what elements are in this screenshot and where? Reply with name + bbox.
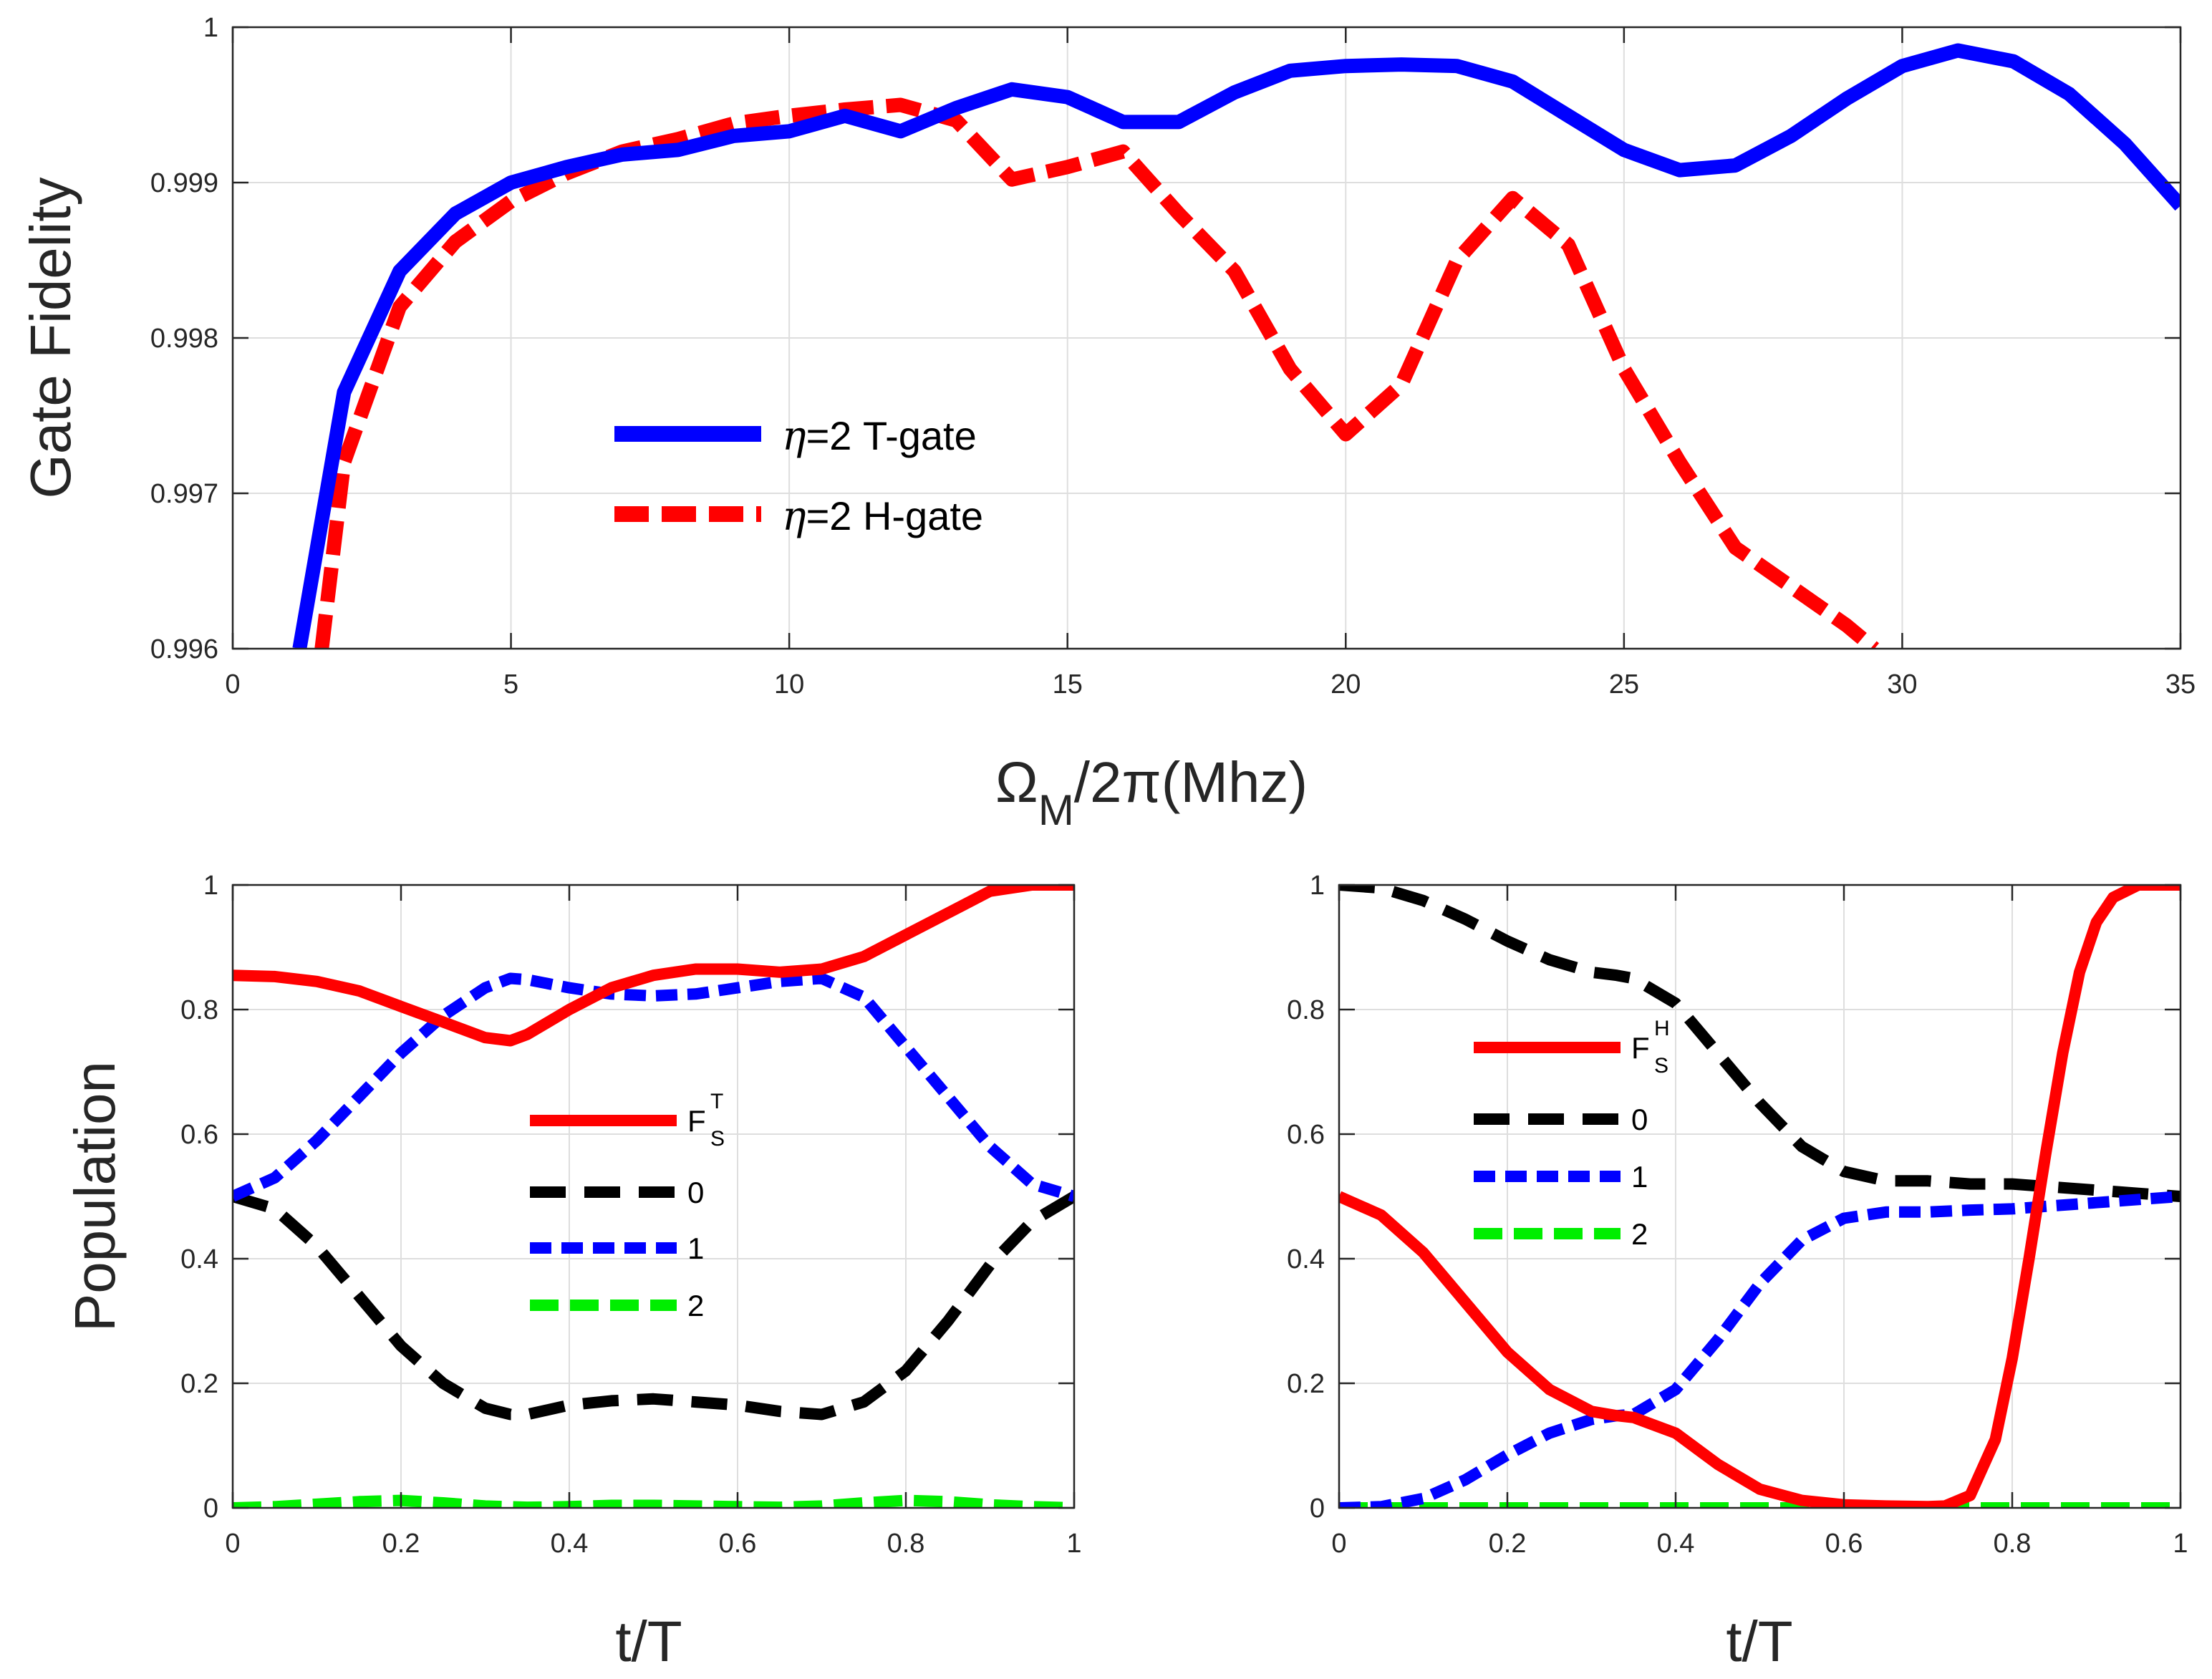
bl-legend-fs-sup: T bbox=[710, 1090, 723, 1113]
bottom-left-panel: 0 0.2 0.4 0.6 0.8 100.20.40.60.81 Population … bbox=[63, 871, 1082, 1673]
top-ytick-label: 0.997 bbox=[150, 479, 218, 509]
top-ytick-label: 0.998 bbox=[150, 324, 218, 354]
bl-xtick-label: 1 bbox=[1066, 1529, 1081, 1559]
bl-ytick-label: 0 bbox=[203, 1494, 218, 1524]
top-series-line--2-t-gate bbox=[292, 43, 2180, 649]
br-ytick-label: 1 bbox=[1310, 871, 1325, 901]
bl-xlabel: t/T bbox=[615, 1610, 682, 1673]
bl-series bbox=[233, 885, 1074, 1508]
bl-ytick-label: 0.8 bbox=[180, 995, 218, 1025]
top-xtick-label: 20 bbox=[1330, 669, 1361, 700]
bottom-right-panel: 0 0.2 0.4 0.6 0.8 1 0 0.2 0.4 0.6 0.8 1 t/T F H S 0… bbox=[1287, 871, 2188, 1673]
bl-xtick-label: 0 bbox=[225, 1529, 240, 1559]
bl-series-line-2 bbox=[233, 1494, 1074, 1508]
br-ytick-label: 0.8 bbox=[1287, 995, 1325, 1025]
br-ytick-label: 0.2 bbox=[1287, 1369, 1325, 1399]
bl-legend-label-fs: F bbox=[687, 1104, 706, 1138]
bl-series-line-1 bbox=[233, 972, 1074, 1202]
br-xtick-label: 0.6 bbox=[1825, 1529, 1863, 1559]
top-legend-eta-h: η bbox=[782, 493, 806, 540]
br-ytick-label: 0.4 bbox=[1287, 1244, 1325, 1274]
bl-axes-box bbox=[231, 884, 1076, 1509]
bl-ytick-label: 0.4 bbox=[180, 1244, 218, 1274]
bl-xtick-label: 0.6 bbox=[719, 1529, 757, 1559]
br-ytick-label: 0 bbox=[1310, 1494, 1325, 1524]
br-legend-label-0: 0 bbox=[1631, 1103, 1648, 1136]
bl-xtick-label: 0.2 bbox=[382, 1529, 420, 1559]
top-xlabel-omega: Ω bbox=[995, 750, 1038, 814]
top-xlabel-rest: /2π(Mhz) bbox=[1074, 750, 1308, 814]
top-xtick-label: 30 bbox=[1887, 669, 1917, 700]
bl-legend-label-1: 1 bbox=[687, 1232, 704, 1265]
top-ylabel: Gate Fidelity bbox=[19, 177, 82, 498]
br-legend-label-2: 2 bbox=[1631, 1217, 1648, 1251]
br-xtick-label: 0.4 bbox=[1657, 1529, 1695, 1559]
br-series-line-0 bbox=[1339, 885, 2180, 1202]
br-xtick-label: 1 bbox=[2173, 1529, 2188, 1559]
br-legend: F H S 0 1 2 bbox=[1474, 1017, 1670, 1251]
top-xtick-label: 0 bbox=[225, 669, 240, 700]
br-plot-area bbox=[1339, 885, 2180, 1508]
top-xtick-label: 25 bbox=[1609, 669, 1639, 700]
bl-ytick-label: 0.2 bbox=[180, 1369, 218, 1399]
bl-legend-label-2: 2 bbox=[687, 1289, 704, 1322]
top-legend-label-h-gate: η=2 H-gate bbox=[782, 493, 983, 540]
top-legend-rest-t: =2 T-gate bbox=[806, 413, 977, 458]
top-ytick-label: 0.999 bbox=[150, 168, 218, 198]
top-xlabel-sub: M bbox=[1038, 786, 1074, 834]
top-xtick-label: 15 bbox=[1053, 669, 1083, 700]
bl-ytick-label: 1 bbox=[203, 871, 218, 901]
top-ytick-label: 0.996 bbox=[150, 634, 218, 664]
br-legend-fs-main: F bbox=[1631, 1031, 1650, 1065]
top-legend-eta-t: η bbox=[782, 413, 806, 460]
top-xlabel: ΩM/2π(Mhz) bbox=[995, 750, 1308, 834]
bl-ylabel: Population bbox=[63, 1061, 127, 1332]
top-legend-rest-h: =2 H-gate bbox=[806, 493, 984, 538]
br-xlabel: t/T bbox=[1726, 1610, 1792, 1673]
top-legend-label-t-gate: η=2 T-gate bbox=[782, 413, 977, 460]
bl-xtick-label: 0.8 bbox=[887, 1529, 925, 1559]
bl-legend-fs-main: F bbox=[687, 1104, 706, 1138]
br-axes-box bbox=[1338, 884, 2182, 1509]
bl-ytick-label: 0.6 bbox=[180, 1120, 218, 1150]
top-ticks: 0 5 10 15 20 25 30 35 0.996 0.997 0.998 0.999 1 bbox=[150, 13, 2196, 700]
bl-ticks: 0 0.2 0.4 0.6 0.8 1 0 0.2 0.4 0.6 0.8 1 bbox=[180, 871, 1081, 1559]
br-series bbox=[1339, 885, 2180, 1508]
br-legend-fs-sup: H bbox=[1654, 1017, 1670, 1040]
br-legend-label-fs: F bbox=[1631, 1031, 1650, 1065]
top-ytick-label: 1 bbox=[203, 13, 218, 43]
br-legend-label-1: 1 bbox=[1631, 1160, 1648, 1194]
top-panel: 0 5 10 15 20 25 30 35 0.996 0.997 0.998 0.999 1 Gate… bbox=[19, 13, 2196, 834]
br-xtick-label: 0 bbox=[1331, 1529, 1346, 1559]
br-ticks: 0 0.2 0.4 0.6 0.8 1 0 0.2 0.4 0.6 0.8 1 bbox=[1287, 871, 2188, 1559]
br-ytick-label: 0.6 bbox=[1287, 1120, 1325, 1150]
top-xtick-label: 35 bbox=[2165, 669, 2196, 700]
top-xtick-label: 10 bbox=[774, 669, 804, 700]
br-xtick-label: 0.2 bbox=[1489, 1529, 1527, 1559]
bl-xtick-label: 0.4 bbox=[551, 1529, 589, 1559]
bl-legend-fs-sub: S bbox=[710, 1127, 725, 1151]
bl-legend-label-0: 0 bbox=[687, 1176, 704, 1209]
top-series bbox=[292, 43, 2180, 649]
bl-legend: F T S 0 1 2 bbox=[530, 1090, 725, 1322]
br-series-line-f-s-h bbox=[1339, 885, 2180, 1508]
bl-series-line-f-s-t bbox=[233, 885, 1074, 1047]
top-series-line--2-h-gate bbox=[314, 97, 1880, 649]
top-xtick-label: 5 bbox=[503, 669, 518, 700]
br-legend-fs-sub: S bbox=[1654, 1054, 1668, 1078]
top-legend: η=2 T-gate η=2 H-gate bbox=[614, 413, 983, 540]
br-xtick-label: 0.8 bbox=[1994, 1529, 2032, 1559]
bl-series-line-0 bbox=[233, 1191, 1074, 1421]
